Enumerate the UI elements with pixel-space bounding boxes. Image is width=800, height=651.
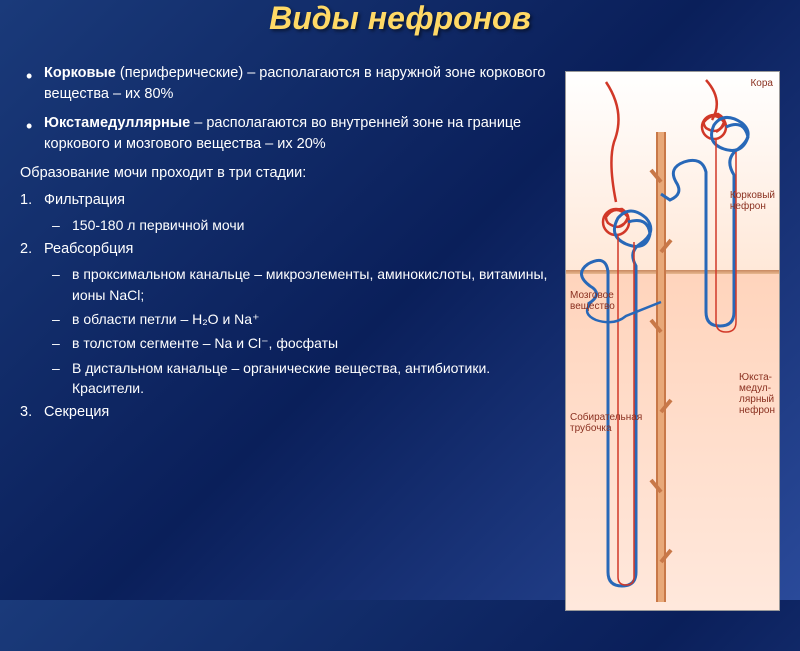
sub-item: 150-180 л первичной мочи bbox=[72, 215, 555, 235]
sub-item: В дистальном канальце – органические вещ… bbox=[72, 358, 555, 399]
sub-item: в проксимальном канальце – микроэлементы… bbox=[72, 264, 555, 305]
diagram-svg bbox=[566, 72, 781, 612]
label-cortical-nephron: Корковый нефрон bbox=[730, 190, 775, 212]
label-juxtamedullary: Юкста- медул- лярный нефрон bbox=[739, 372, 775, 416]
slide-title: Виды нефронов bbox=[0, 0, 800, 37]
stage-reabsorption: Реабсорбция в проксимальном канальце – м… bbox=[44, 239, 555, 398]
stages-list: Фильтрация 150-180 л первичной мочи Реаб… bbox=[20, 190, 555, 423]
stage-secretion: Секреция bbox=[44, 402, 555, 423]
slide-body: Корковые (периферические) – располагаютс… bbox=[0, 51, 800, 651]
sub-item: в области петли – H₂O и Na⁺ bbox=[72, 309, 555, 329]
type-juxtamedullary: Юкстамедуллярные – располагаются во внут… bbox=[44, 113, 555, 155]
stage-filtration: Фильтрация 150-180 л первичной мочи bbox=[44, 190, 555, 235]
text-column: Корковые (периферические) – располагаютс… bbox=[20, 63, 565, 631]
label-kora: Кора bbox=[750, 78, 773, 89]
nephron-diagram: Кора Корковый нефрон Мозговое вещество С… bbox=[565, 71, 780, 611]
stages-intro: Образование мочи проходит в три стадии: bbox=[20, 163, 555, 184]
label-collecting-tubule: Собирательная трубочка bbox=[570, 412, 642, 434]
type-cortical: Корковые (периферические) – располагаютс… bbox=[44, 63, 555, 105]
sub-item: в толстом сегменте – Na и Cl⁻, фосфаты bbox=[72, 333, 555, 353]
label-medulla: Мозговое вещество bbox=[570, 290, 615, 312]
nephron-types-list: Корковые (периферические) – располагаютс… bbox=[20, 63, 555, 155]
